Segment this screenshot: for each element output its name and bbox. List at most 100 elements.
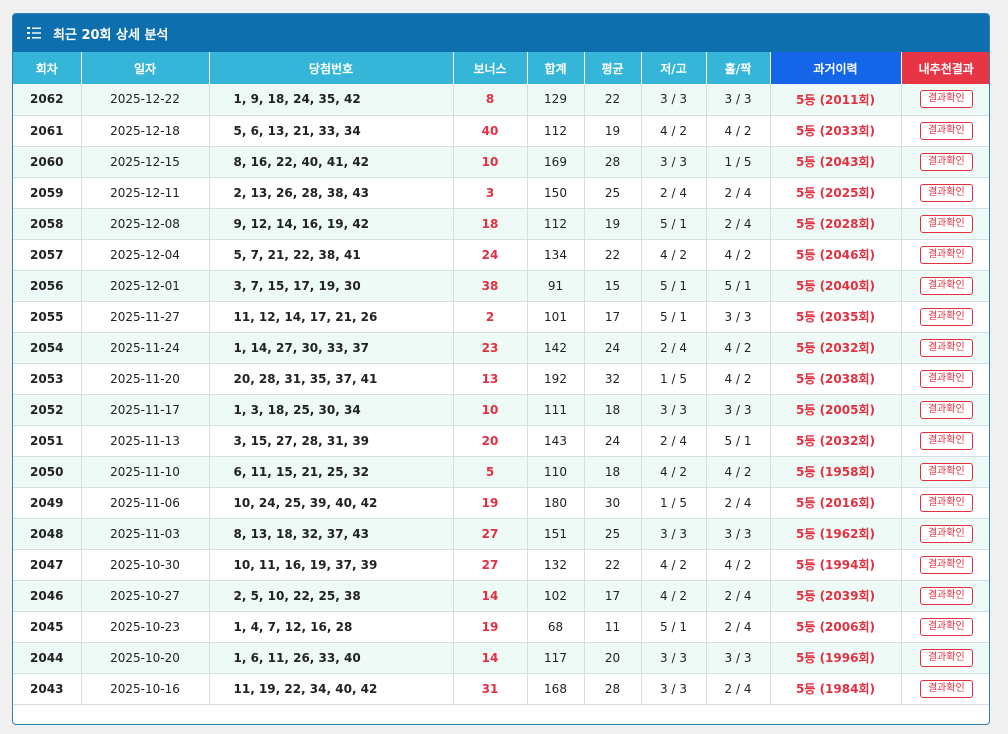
check-result-button[interactable]: 결과확인 — [919, 338, 973, 357]
result-cell: 결과확인 — [901, 146, 989, 178]
date-cell: 2025-10-16 — [81, 673, 210, 705]
low-high-cell: 5 / 1 — [641, 301, 707, 333]
average-cell: 20 — [584, 642, 642, 674]
average-cell: 18 — [584, 394, 642, 426]
result-cell: 결과확인 — [901, 456, 989, 488]
past-history-cell: 5등 (1984회) — [770, 673, 902, 705]
round-cell: 2055 — [13, 301, 82, 333]
col-header-history[interactable]: 과거이력 — [770, 52, 902, 84]
low-high-cell: 4 / 2 — [641, 115, 707, 147]
average-cell: 28 — [584, 146, 642, 178]
round-cell: 2053 — [13, 363, 82, 395]
bonus-number-cell: 27 — [453, 518, 528, 550]
table-row: 2049 2025-11-06 10, 24, 25, 39, 40, 42 19 18… — [13, 487, 989, 519]
check-result-button[interactable]: 결과확인 — [919, 555, 973, 574]
sum-cell: 112 — [527, 208, 585, 240]
round-cell: 2060 — [13, 146, 82, 178]
check-result-button[interactable]: 결과확인 — [919, 524, 973, 543]
check-result-button[interactable]: 결과확인 — [919, 307, 973, 326]
winning-numbers-cell: 11, 12, 14, 17, 21, 26 — [209, 301, 454, 333]
check-result-button[interactable]: 결과확인 — [919, 276, 973, 295]
round-cell: 2043 — [13, 673, 82, 705]
col-header-bonus[interactable]: 보너스 — [453, 52, 528, 84]
round-cell: 2059 — [13, 177, 82, 209]
bonus-number-cell: 10 — [453, 394, 528, 426]
table-row: 2054 2025-11-24 1, 14, 27, 30, 33, 37 23 142… — [13, 332, 989, 364]
check-result-button[interactable]: 결과확인 — [919, 586, 973, 605]
col-header-numbers[interactable]: 당첨번호 — [209, 52, 454, 84]
date-cell: 2025-11-20 — [81, 363, 210, 395]
check-result-button[interactable]: 결과확인 — [919, 183, 973, 202]
sum-cell: 150 — [527, 177, 585, 209]
round-cell: 2050 — [13, 456, 82, 488]
bonus-number-cell: 24 — [453, 239, 528, 271]
low-high-cell: 2 / 4 — [641, 177, 707, 209]
round-cell: 2047 — [13, 549, 82, 581]
bonus-number-cell: 38 — [453, 270, 528, 302]
result-cell: 결과확인 — [901, 425, 989, 457]
check-result-button[interactable]: 결과확인 — [919, 214, 973, 233]
check-result-button[interactable]: 결과확인 — [919, 617, 973, 636]
date-cell: 2025-12-22 — [81, 84, 210, 116]
col-header-date[interactable]: 일자 — [81, 52, 210, 84]
result-cell: 결과확인 — [901, 363, 989, 395]
check-result-button[interactable]: 결과확인 — [919, 245, 973, 264]
round-cell: 2054 — [13, 332, 82, 364]
low-high-cell: 3 / 3 — [641, 146, 707, 178]
average-cell: 25 — [584, 177, 642, 209]
odd-even-cell: 2 / 4 — [706, 177, 771, 209]
average-cell: 11 — [584, 611, 642, 643]
odd-even-cell: 4 / 2 — [706, 115, 771, 147]
odd-even-cell: 2 / 4 — [706, 611, 771, 643]
average-cell: 18 — [584, 456, 642, 488]
odd-even-cell: 2 / 4 — [706, 580, 771, 612]
result-cell: 결과확인 — [901, 115, 989, 147]
table-row: 2057 2025-12-04 5, 7, 21, 22, 38, 41 24 134 2… — [13, 239, 989, 271]
odd-even-cell: 5 / 1 — [706, 270, 771, 302]
past-history-cell: 5등 (1958회) — [770, 456, 902, 488]
check-result-button[interactable]: 결과확인 — [919, 462, 973, 481]
bonus-number-cell: 18 — [453, 208, 528, 240]
past-history-cell: 5등 (1962회) — [770, 518, 902, 550]
check-result-button[interactable]: 결과확인 — [919, 400, 973, 419]
bonus-number-cell: 10 — [453, 146, 528, 178]
col-header-result[interactable]: 내추천결과 — [901, 52, 989, 84]
check-result-button[interactable]: 결과확인 — [919, 648, 973, 667]
check-result-button[interactable]: 결과확인 — [919, 493, 973, 512]
col-header-avg[interactable]: 평균 — [584, 52, 642, 84]
past-history-cell: 5등 (2025회) — [770, 177, 902, 209]
bonus-number-cell: 27 — [453, 549, 528, 581]
sum-cell: 180 — [527, 487, 585, 519]
result-cell: 결과확인 — [901, 177, 989, 209]
check-result-button[interactable]: 결과확인 — [919, 431, 973, 450]
date-cell: 2025-11-17 — [81, 394, 210, 426]
round-cell: 2058 — [13, 208, 82, 240]
date-cell: 2025-11-24 — [81, 332, 210, 364]
check-result-button[interactable]: 결과확인 — [919, 121, 973, 140]
table-row: 2062 2025-12-22 1, 9, 18, 24, 35, 42 8 129 22… — [13, 84, 989, 116]
result-cell: 결과확인 — [901, 208, 989, 240]
past-history-cell: 5등 (2016회) — [770, 487, 902, 519]
col-header-sum[interactable]: 합계 — [527, 52, 585, 84]
check-result-button[interactable]: 결과확인 — [919, 152, 973, 171]
average-cell: 24 — [584, 332, 642, 364]
table-row: 2055 2025-11-27 11, 12, 14, 17, 21, 26 2 101… — [13, 301, 989, 333]
low-high-cell: 3 / 3 — [641, 84, 707, 116]
date-cell: 2025-12-18 — [81, 115, 210, 147]
round-cell: 2049 — [13, 487, 82, 519]
result-cell: 결과확인 — [901, 394, 989, 426]
check-result-button[interactable]: 결과확인 — [919, 679, 973, 698]
result-cell: 결과확인 — [901, 673, 989, 705]
sum-cell: 169 — [527, 146, 585, 178]
table-header-row: 회차 일자 당첨번호 보너스 합계 평균 저/고 홀/짝 과거이력 내추천결과 — [13, 52, 989, 84]
col-header-round[interactable]: 회차 — [13, 52, 82, 84]
col-header-lowhigh[interactable]: 저/고 — [641, 52, 707, 84]
check-result-button[interactable]: 결과확인 — [919, 369, 973, 388]
result-cell: 결과확인 — [901, 84, 989, 116]
bonus-number-cell: 40 — [453, 115, 528, 147]
past-history-cell: 5등 (1996회) — [770, 642, 902, 674]
table-row: 2059 2025-12-11 2, 13, 26, 28, 38, 43 3 150 2… — [13, 177, 989, 209]
odd-even-cell: 3 / 3 — [706, 518, 771, 550]
check-result-button[interactable]: 결과확인 — [919, 90, 973, 109]
col-header-oddeven[interactable]: 홀/짝 — [706, 52, 771, 84]
